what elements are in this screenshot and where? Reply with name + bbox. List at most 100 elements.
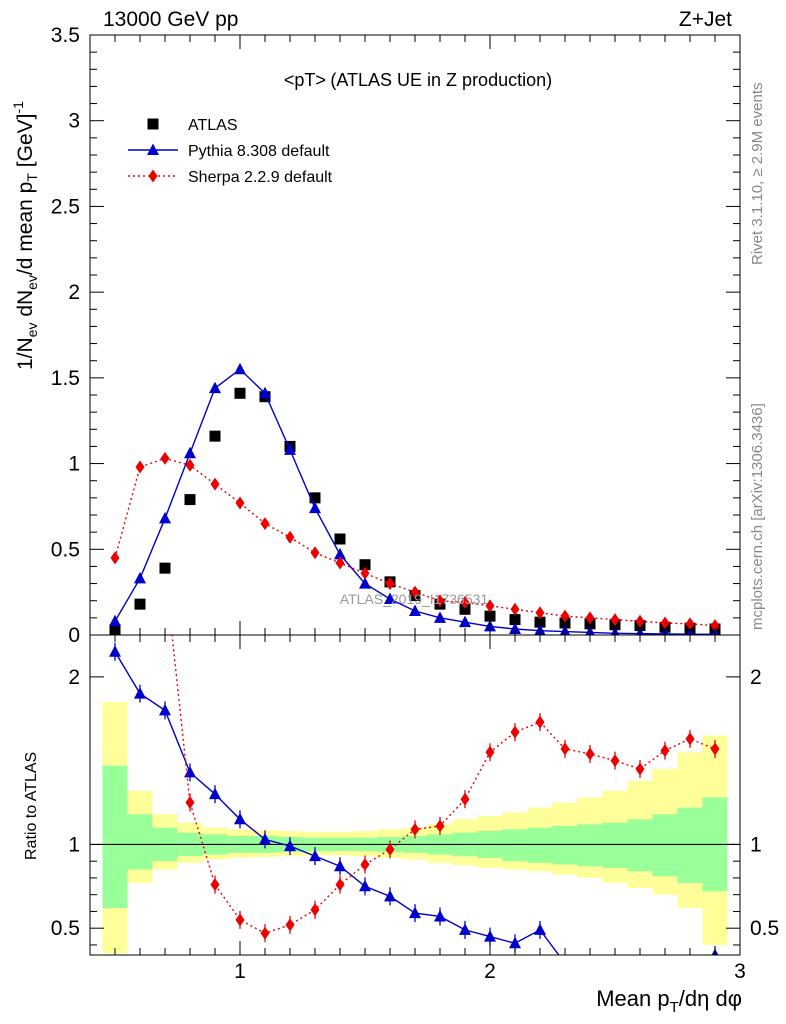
main-point-pythia-8-308-default xyxy=(334,547,346,560)
ratio-point-sherpa-2-2-9-default xyxy=(560,742,570,756)
ratio-point-pythia-8-308-default xyxy=(334,859,346,872)
main-point-atlas xyxy=(534,616,546,628)
main-y-tick-label: 3.5 xyxy=(51,24,80,47)
ratio-point-sherpa-2-2-9-default xyxy=(710,742,720,756)
ratio-point-pythia-8-308-default xyxy=(509,936,521,949)
ratio-point-sherpa-2-2-9-default xyxy=(510,725,520,739)
axes-layer: 1 2 3 0 0.5 1 1.5 2 2.5 3 3.5 0.5 0.5 1 1 2 2 xyxy=(51,24,779,983)
ratio-y-tick-label: 0.5 xyxy=(51,917,80,940)
main-point-sherpa-2-2-9-default xyxy=(685,617,695,631)
ratio-point-sherpa-2-2-9-default xyxy=(210,878,220,892)
ratio-point-sherpa-2-2-9-default xyxy=(585,747,595,761)
main-point-sherpa-2-2-9-default xyxy=(460,595,470,609)
side-label-rivet: Rivet 3.1.10, ≥ 2.9M events xyxy=(749,83,766,266)
plot-title-sub: (ATLAS UE in Z production) xyxy=(330,70,552,90)
header-right: Z+Jet xyxy=(679,8,732,31)
ratio-point-pythia-8-308-default xyxy=(409,906,421,919)
band-inner-bin xyxy=(652,814,678,877)
ratio-point-sherpa-2-2-9-default xyxy=(260,926,270,940)
main-point-sherpa-2-2-9-default xyxy=(535,606,545,620)
main-point-atlas xyxy=(209,430,221,442)
ratio-series-layer xyxy=(109,92,720,976)
x-tick-label: 2 xyxy=(484,960,496,983)
ratio-point-sherpa-2-2-9-default xyxy=(360,858,370,872)
main-point-atlas xyxy=(184,494,196,506)
ratio-y-tick-label: 1 xyxy=(68,833,80,856)
ratio-point-sherpa-2-2-9-default xyxy=(185,796,195,810)
ratio-point-sherpa-2-2-9-default xyxy=(136,92,145,105)
ratio-point-sherpa-2-2-9-default xyxy=(460,792,470,806)
ratio-point-pythia-8-308-default xyxy=(309,849,321,862)
main-point-pythia-8-308-default xyxy=(184,446,196,459)
ratio-point-sherpa-2-2-9-default xyxy=(410,822,420,836)
ratio-point-sherpa-2-2-9-default xyxy=(485,745,495,759)
band-inner-bin xyxy=(627,819,653,872)
main-point-atlas xyxy=(134,598,146,610)
ratio-point-pythia-8-308-default xyxy=(484,930,496,942)
band-inner-bin xyxy=(677,807,703,883)
ratio-y-tick-label-right: 0.5 xyxy=(750,917,779,940)
legend-marker-atlas xyxy=(147,118,159,130)
main-point-atlas xyxy=(359,559,371,571)
ratio-point-pythia-8-308-default xyxy=(234,812,246,825)
ratio-point-sherpa-2-2-9-default xyxy=(685,732,695,746)
x-tick-label: 1 xyxy=(234,960,246,983)
legend: ATLAS Pythia 8.308 default Sherpa 2.2.9 de… xyxy=(128,117,333,186)
main-point-sherpa-2-2-9-default xyxy=(335,556,345,570)
main-point-sherpa-2-2-9-default xyxy=(435,594,445,608)
main-point-sherpa-2-2-9-default xyxy=(560,609,570,623)
ratio-point-pythia-8-308-default xyxy=(459,923,471,935)
legend-marker-pythia-8-308-default xyxy=(147,143,159,155)
ratio-point-pythia-8-308-default xyxy=(184,765,196,778)
ratio-point-pythia-8-308-default xyxy=(284,839,296,852)
plot-title: <pT> (ATLAS UE in Z production) xyxy=(284,70,552,90)
ratio-point-sherpa-2-2-9-default xyxy=(385,842,395,856)
ratio-point-sherpa-2-2-9-default xyxy=(435,819,445,833)
legend-label-atlas: ATLAS xyxy=(188,117,238,134)
main-point-atlas xyxy=(559,617,571,629)
ratio-point-pythia-8-308-default xyxy=(134,687,146,699)
main-point-sherpa-2-2-9-default xyxy=(410,585,420,599)
main-point-atlas xyxy=(459,603,471,615)
ratio-point-sherpa-2-2-9-default xyxy=(610,754,620,768)
side-label-mcplots: mcplots.cern.ch [arXiv:1306.3436] xyxy=(749,403,766,630)
watermark: ATLAS_2019_I1736531 xyxy=(340,591,489,607)
band-inner-bin xyxy=(527,827,553,863)
main-point-pythia-8-308-default xyxy=(434,611,446,623)
legend-marker-sherpa-2-2-9-default xyxy=(148,169,158,183)
plot-title-main: <pT> xyxy=(284,70,326,90)
band-inner-bin xyxy=(127,814,153,870)
main-point-atlas xyxy=(159,562,171,574)
ratio-point-sherpa-2-2-9-default xyxy=(285,918,295,932)
main-point-pythia-8-308-default xyxy=(309,501,321,514)
header-left: 13000 GeV pp xyxy=(103,8,238,31)
ratio-point-pythia-8-308-default xyxy=(359,879,371,892)
main-point-pythia-8-308-default xyxy=(234,362,246,375)
ratio-point-pythia-8-308-default xyxy=(584,964,596,976)
main-point-sherpa-2-2-9-default xyxy=(235,496,245,510)
main-point-sherpa-2-2-9-default xyxy=(310,546,320,560)
main-y-tick-label: 2 xyxy=(68,281,80,304)
ratio-point-pythia-8-308-default xyxy=(259,832,271,845)
main-y-tick-label: 0 xyxy=(68,624,80,647)
ratio-point-pythia-8-308-default xyxy=(209,787,221,800)
main-point-pythia-8-308-default xyxy=(209,381,221,394)
band-inner-bin xyxy=(102,765,128,909)
ratio-point-pythia-8-308-default xyxy=(534,923,546,935)
main-point-sherpa-2-2-9-default xyxy=(210,477,220,491)
ratio-point-pythia-8-308-default xyxy=(434,909,446,922)
main-point-atlas xyxy=(484,610,496,622)
main-series-layer xyxy=(109,362,721,635)
ratio-point-pythia-8-308-default xyxy=(384,889,396,902)
main-point-sherpa-2-2-9-default xyxy=(485,599,495,613)
main-point-sherpa-2-2-9-default xyxy=(160,451,170,465)
ratio-point-pythia-8-308-default xyxy=(559,957,571,969)
legend-label-sherpa-2-2-9-default: Sherpa 2.2.9 default xyxy=(188,169,333,186)
band-inner-bin xyxy=(552,825,578,865)
main-point-pythia-8-308-default xyxy=(409,604,421,616)
band-inner-bin xyxy=(502,829,528,862)
main-point-sherpa-2-2-9-default xyxy=(185,458,195,472)
main-y-axis-label: 1/Nev dNev/d mean pT [GeV]-1 xyxy=(10,101,40,370)
main-point-sherpa-2-2-9-default xyxy=(610,613,620,627)
main-point-pythia-8-308-default xyxy=(159,511,171,524)
